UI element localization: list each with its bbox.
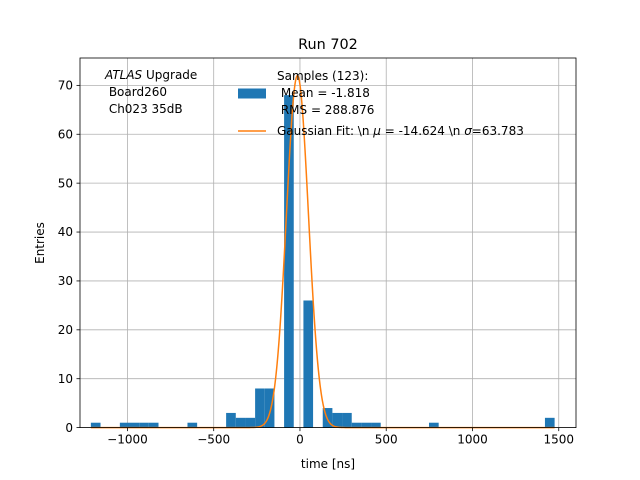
legend-hist-line-2: Mean = -1.818 — [277, 86, 370, 100]
histogram-bar — [429, 422, 439, 428]
upgrade-label: Upgrade — [142, 68, 197, 82]
legend: Samples (123): Mean = -1.818 RMS = 288.8… — [238, 69, 524, 138]
x-tick-label: 0 — [296, 433, 304, 447]
annotation-line-2: Board260 — [105, 85, 167, 99]
histogram-bar — [303, 300, 314, 428]
histogram-bar — [342, 412, 352, 428]
histogram-bar — [361, 422, 372, 428]
x-axis-label: time [ns] — [301, 457, 355, 471]
x-tick-label: −500 — [197, 433, 230, 447]
histogram-bar — [284, 95, 294, 428]
y-axis-ticks: 0 10 20 30 40 50 60 70 — [58, 79, 80, 435]
legend-hist-swatch — [238, 88, 266, 99]
histogram-bar — [544, 417, 555, 428]
fit-prefix: Gaussian Fit: \n — [277, 124, 373, 138]
histogram-bar — [264, 388, 275, 428]
histogram-bar — [235, 417, 246, 428]
histogram-bar — [129, 422, 140, 428]
fit-sigma-symbol: σ — [464, 124, 472, 138]
axes-frame — [79, 57, 577, 429]
y-tick-label: 60 — [58, 127, 73, 141]
annotation-line-3: Ch023 35dB — [105, 102, 183, 116]
legend-fit-label: Gaussian Fit: \n μ = -14.624 \n σ=63.783 — [277, 124, 524, 138]
x-tick-label: 1000 — [457, 433, 488, 447]
histogram-bar — [226, 412, 236, 428]
x-tick-label: −1000 — [107, 433, 148, 447]
annotation-line-1: ATLAS Upgrade — [104, 68, 197, 82]
y-tick-label: 50 — [58, 176, 73, 190]
histogram-bar — [371, 422, 381, 428]
y-tick-label: 0 — [65, 421, 73, 435]
histogram-bar — [245, 417, 256, 428]
x-tick-label: 1500 — [543, 433, 574, 447]
grid-lines — [80, 58, 576, 429]
x-tick-label: 500 — [375, 433, 398, 447]
legend-hist-line-3: RMS = 288.876 — [277, 103, 374, 117]
x-axis-ticks: −1000 −500 0 500 1000 1500 — [107, 427, 574, 447]
histogram-bar — [351, 422, 362, 428]
histogram-bar — [255, 388, 265, 428]
histogram-bar — [148, 422, 159, 428]
fit-suffix: =63.783 — [472, 124, 524, 138]
y-tick-label: 20 — [58, 323, 73, 337]
histogram-bar — [139, 422, 149, 428]
y-tick-label: 30 — [58, 274, 73, 288]
y-tick-label: 70 — [58, 79, 73, 93]
y-axis-label: Entries — [33, 222, 47, 264]
fit-middle: = -14.624 \n — [381, 124, 464, 138]
fit-mu-symbol: μ — [372, 124, 381, 138]
y-tick-label: 40 — [58, 225, 73, 239]
legend-hist-line-1: Samples (123): — [277, 69, 368, 83]
histogram-bar — [119, 422, 130, 428]
histogram-bar — [187, 422, 198, 428]
chart-title: Run 702 — [298, 37, 358, 53]
annotation-text: ATLAS Upgrade Board260 Ch023 35dB — [104, 68, 197, 116]
y-tick-label: 10 — [58, 372, 73, 386]
histogram-bar — [90, 422, 101, 428]
histogram-bar — [332, 412, 343, 428]
atlas-label: ATLAS — [104, 68, 143, 82]
